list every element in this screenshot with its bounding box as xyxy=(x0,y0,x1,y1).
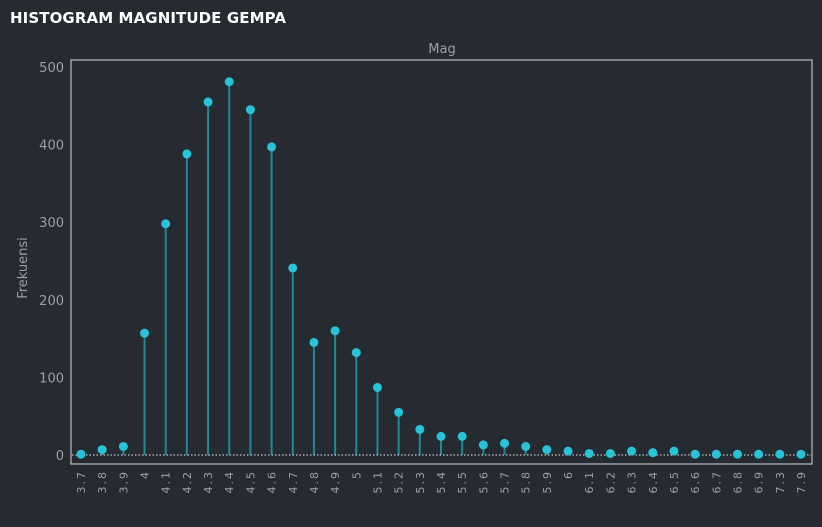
marker-4.3 xyxy=(203,97,213,107)
x-tick-label: 4.5 xyxy=(244,470,257,494)
x-tick-label: 7.9 xyxy=(795,470,808,494)
x-tick-label: 6.9 xyxy=(753,470,766,494)
x-tick-label: 5.2 xyxy=(393,470,406,494)
x-tick-label: 4 xyxy=(139,470,152,479)
marker-7.9 xyxy=(796,449,806,459)
x-tick-label: 5.8 xyxy=(520,470,533,494)
x-tick-label: 3.9 xyxy=(117,470,130,494)
x-tick-label: 5.5 xyxy=(456,470,469,494)
marker-4.8 xyxy=(309,337,319,347)
marker-6.6 xyxy=(690,449,700,459)
x-tick-label: 6.6 xyxy=(689,470,702,494)
marker-3.7 xyxy=(76,449,86,459)
x-tick-label: 6.5 xyxy=(668,470,681,494)
x-tick-label: 5.9 xyxy=(541,470,554,494)
x-tick-label: 4.1 xyxy=(160,470,173,494)
marker-5 xyxy=(351,348,361,358)
marker-5.2 xyxy=(394,407,404,417)
marker-5.7 xyxy=(500,438,510,448)
marker-4 xyxy=(140,328,150,338)
marker-5.9 xyxy=(542,445,552,455)
y-axis: 0 100 200 300 400 500 xyxy=(39,61,64,464)
stem-series xyxy=(80,81,802,455)
x-tick-label: 4.6 xyxy=(266,470,279,494)
marker-series xyxy=(76,77,806,459)
x-tick-label: 6.4 xyxy=(647,470,660,494)
y-tick-label: 500 xyxy=(39,61,64,76)
marker-4.5 xyxy=(245,105,255,115)
marker-5.1 xyxy=(372,382,382,392)
x-tick-label: 6.8 xyxy=(731,470,744,494)
marker-4.9 xyxy=(330,326,340,336)
marker-6.4 xyxy=(648,448,658,458)
marker-7.3 xyxy=(775,449,785,459)
x-tick-label: 3.8 xyxy=(96,470,109,494)
x-tick-label: 5.1 xyxy=(371,470,384,494)
marker-5.4 xyxy=(436,431,446,441)
y-axis-label: Frekuensi xyxy=(16,237,31,299)
marker-6.3 xyxy=(627,446,637,456)
marker-4.6 xyxy=(267,142,277,152)
x-tick-label: 4.3 xyxy=(202,470,215,494)
marker-6.8 xyxy=(732,449,742,459)
y-tick-label: 200 xyxy=(39,294,64,309)
x-tick-label: 6.1 xyxy=(583,470,596,494)
plot-frame xyxy=(70,59,813,465)
x-tick-label: 5.4 xyxy=(435,470,448,494)
x-tick-label: 6.2 xyxy=(604,470,617,494)
marker-6.5 xyxy=(669,446,679,456)
marker-6.2 xyxy=(605,448,615,458)
x-tick-label: 4.9 xyxy=(329,470,342,494)
marker-6.7 xyxy=(711,449,721,459)
marker-6.1 xyxy=(584,448,594,458)
marker-6 xyxy=(563,446,573,456)
y-tick-label: 100 xyxy=(39,371,64,386)
marker-3.9 xyxy=(118,441,128,451)
x-tick-label: 6 xyxy=(562,470,575,479)
x-tick-label: 7.3 xyxy=(774,470,787,494)
y-tick-label: 400 xyxy=(39,139,64,154)
marker-4.4 xyxy=(224,77,234,87)
x-tick-label: 4.8 xyxy=(308,470,321,494)
marker-3.8 xyxy=(97,445,107,455)
x-axis: 3.7 3.8 3.9 4 4.1 4.2 4.3 4.4 4.5 4.6 4.7 4.8 4.9 5 5.… xyxy=(75,470,808,494)
y-tick-label: 0 xyxy=(56,449,64,464)
x-tick-label: 6.3 xyxy=(626,470,639,494)
marker-5.6 xyxy=(478,440,488,450)
x-tick-label: 5.3 xyxy=(414,470,427,494)
x-tick-label: 5.6 xyxy=(477,470,490,494)
marker-5.5 xyxy=(457,431,467,441)
y-tick-label: 300 xyxy=(39,216,64,231)
x-tick-label: 3.7 xyxy=(75,470,88,494)
x-tick-label: 4.7 xyxy=(287,470,300,494)
marker-4.2 xyxy=(182,149,192,159)
marker-6.9 xyxy=(754,449,764,459)
x-tick-label: 4.4 xyxy=(223,470,236,494)
marker-5.8 xyxy=(521,441,531,451)
page-title: HISTOGRAM MAGNITUDE GEMPA xyxy=(10,9,287,27)
marker-5.3 xyxy=(415,424,425,434)
x-tick-label: 4.2 xyxy=(181,470,194,494)
chart-title: Mag xyxy=(428,42,455,57)
x-tick-label: 5.7 xyxy=(499,470,512,494)
x-tick-label: 5 xyxy=(350,470,363,479)
marker-4.1 xyxy=(161,219,171,229)
x-tick-label: 6.7 xyxy=(710,470,723,494)
marker-4.7 xyxy=(288,263,298,273)
